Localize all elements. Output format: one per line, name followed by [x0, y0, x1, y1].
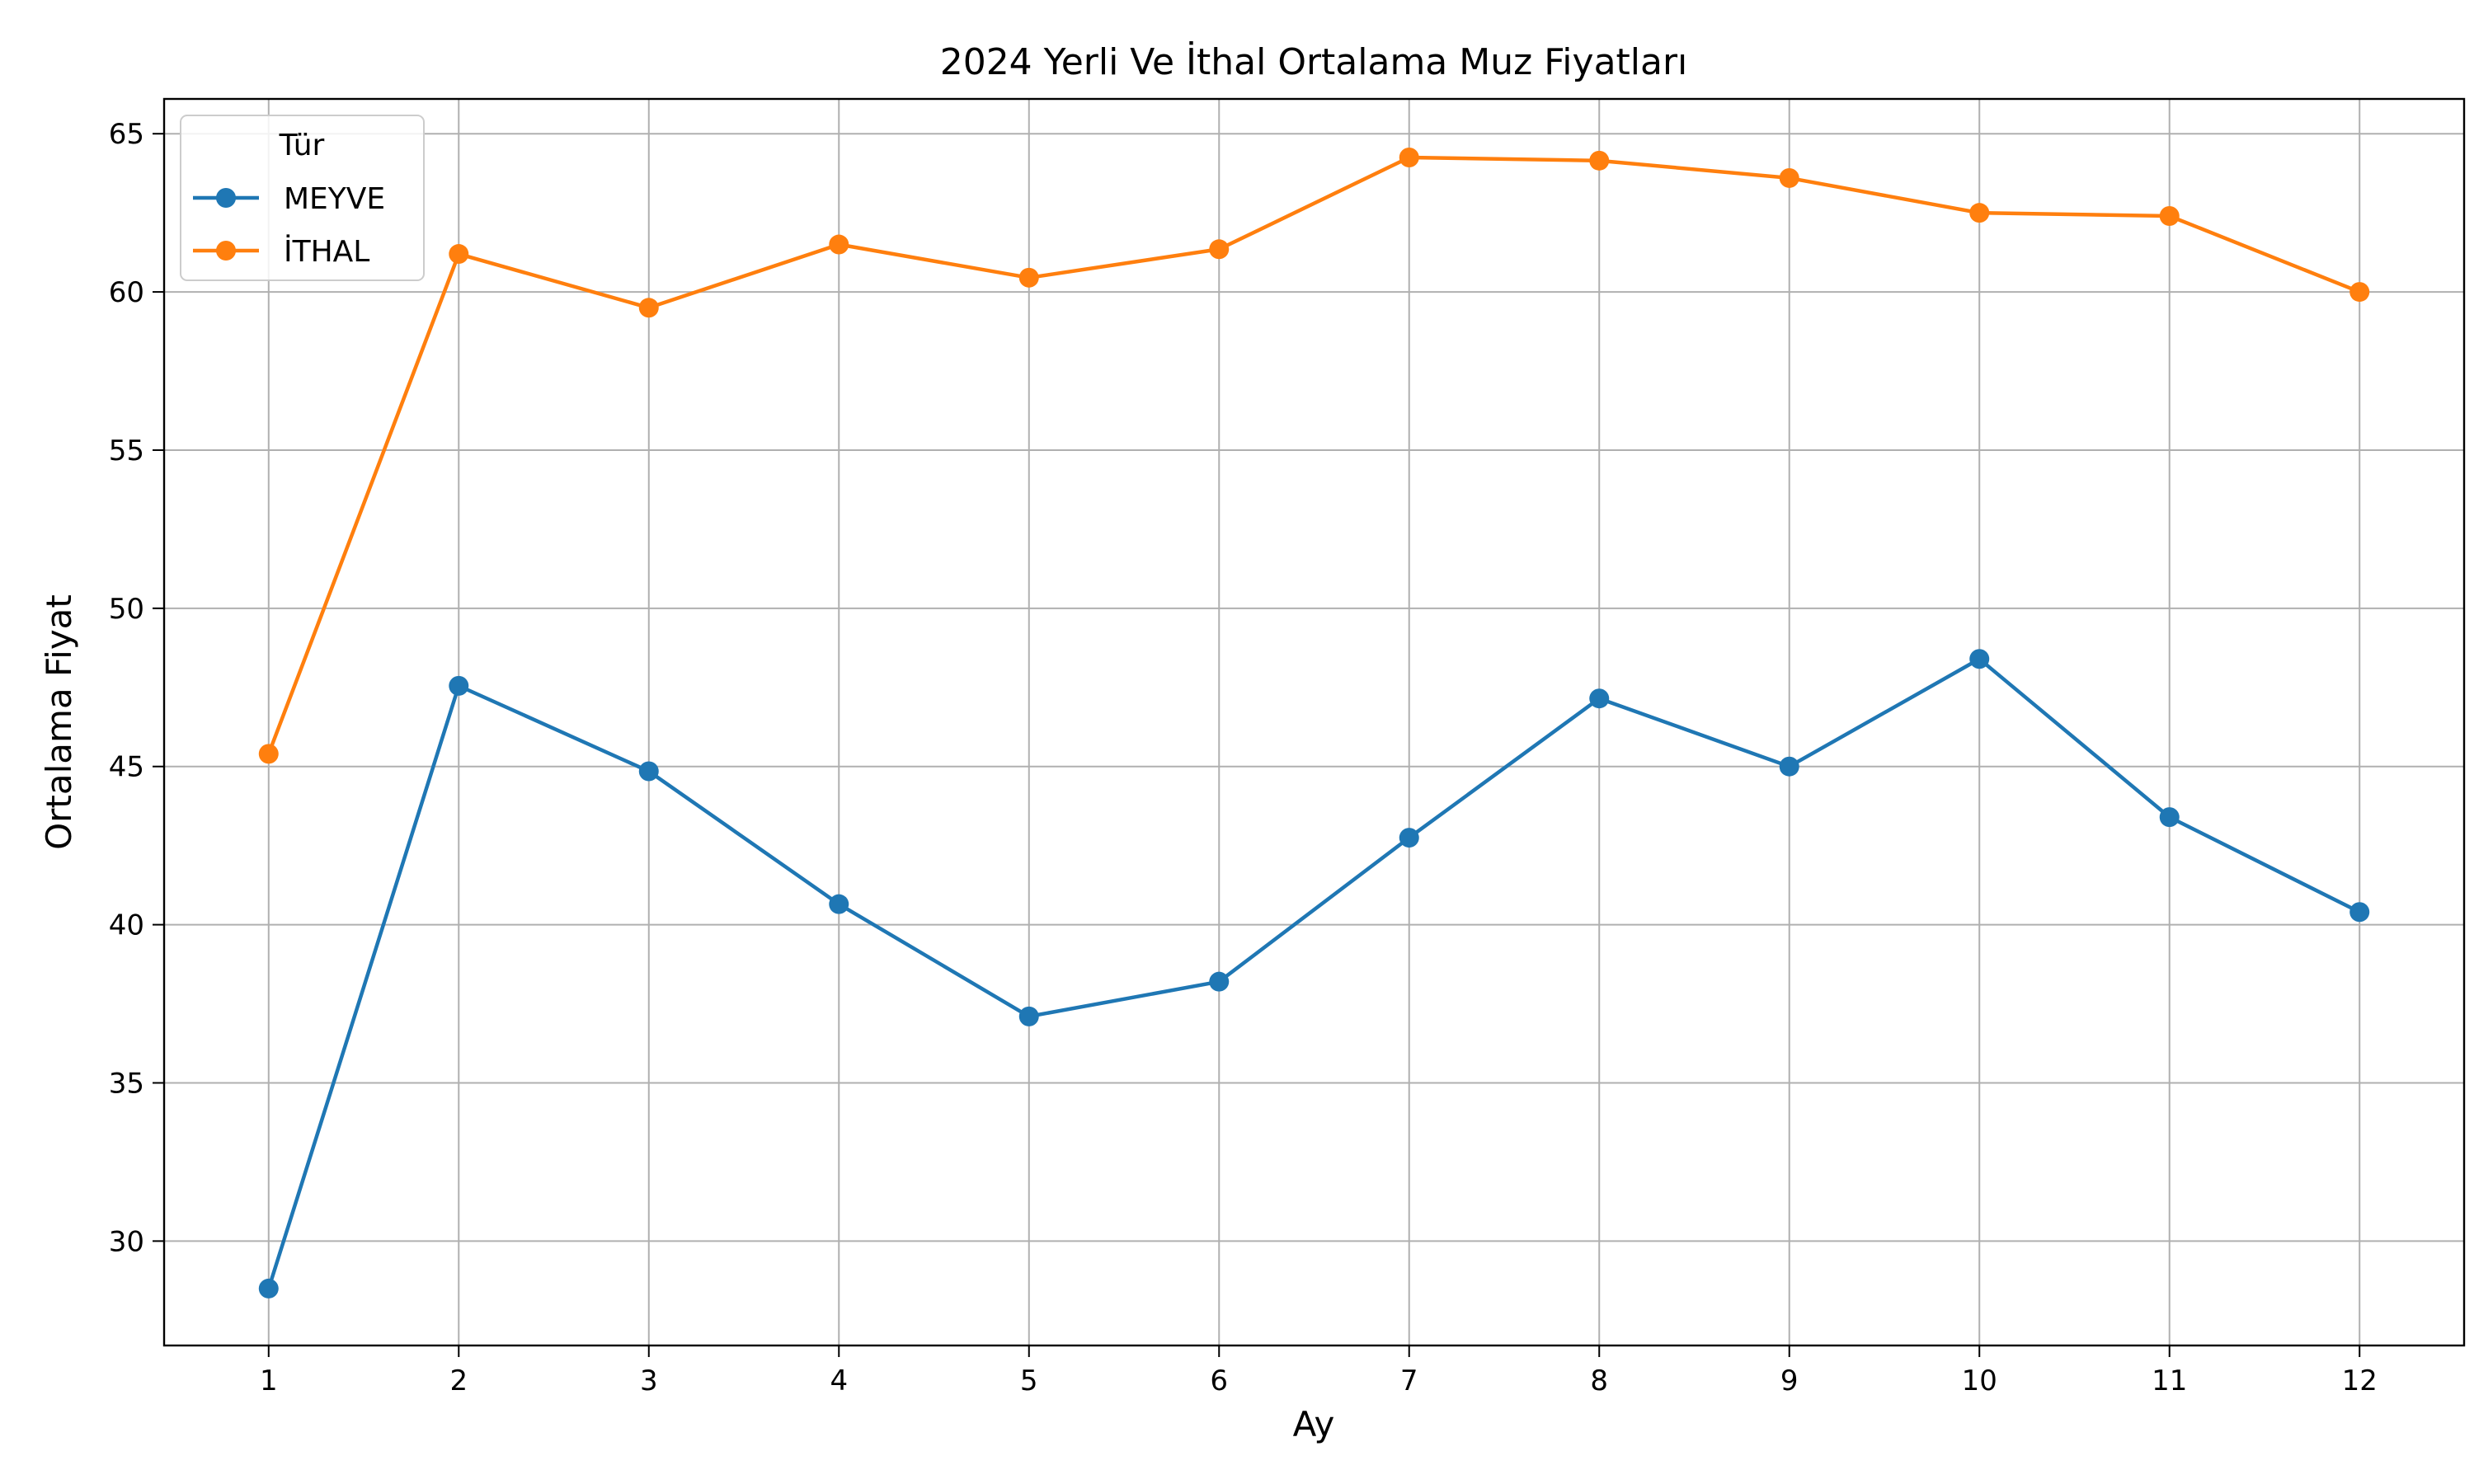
data-point — [1399, 828, 1419, 848]
data-point — [1399, 147, 1419, 167]
y-tick-label: 55 — [109, 434, 144, 467]
legend-marker — [216, 188, 236, 208]
data-point — [1589, 688, 1610, 709]
x-tick-label: 7 — [1400, 1364, 1418, 1397]
x-tick-label: 8 — [1590, 1364, 1608, 1397]
data-point — [258, 1278, 279, 1298]
legend-box — [180, 115, 425, 281]
chart-title: 2024 Yerli Ve İthal Ortalama Muz Fiyatla… — [940, 40, 1688, 83]
y-tick-label: 35 — [109, 1067, 144, 1100]
series-line — [266, 656, 2361, 1289]
data-point — [449, 675, 469, 696]
y-tick-label: 60 — [109, 276, 144, 309]
data-point — [1969, 649, 1990, 669]
series-line — [266, 155, 2361, 755]
data-point — [1589, 150, 1610, 171]
x-axis-label: Ay — [1293, 1404, 1335, 1444]
y-tick-label: 65 — [109, 118, 144, 151]
x-axis: 1 2 3 4 5 6 7 8 9 10 11 12 — [260, 1345, 2378, 1397]
data-point — [1018, 267, 1039, 288]
x-tick-label: 9 — [1780, 1364, 1799, 1397]
x-tick-label: 5 — [1020, 1364, 1038, 1397]
legend-label: İTHAL — [284, 234, 369, 269]
x-tick-label: 3 — [640, 1364, 658, 1397]
y-tick-label: 45 — [109, 751, 144, 784]
legend-label: MEYVE — [284, 182, 385, 216]
data-point — [2349, 282, 2370, 303]
data-point — [1209, 971, 1230, 992]
y-tick-label: 50 — [109, 593, 144, 626]
legend-marker — [216, 241, 236, 261]
data-point — [2159, 807, 2180, 828]
x-tick-label: 4 — [830, 1364, 848, 1397]
data-point — [449, 244, 469, 265]
x-tick-label: 2 — [449, 1364, 468, 1397]
series-layer — [258, 147, 2370, 1298]
legend: Tür MEYVE İTHAL — [180, 115, 425, 281]
y-axis-label: Ortalama Fiyat — [39, 594, 79, 850]
legend-title: Tür — [279, 129, 325, 162]
data-point — [1018, 1006, 1039, 1026]
data-point — [1779, 756, 1799, 777]
x-tick-label: 11 — [2152, 1364, 2187, 1397]
data-point — [1969, 203, 1990, 223]
data-point — [1209, 239, 1230, 260]
data-point — [258, 744, 279, 764]
data-point — [829, 234, 849, 255]
series-0 — [258, 649, 2370, 1298]
plot-frame — [162, 97, 2466, 1347]
x-tick-label: 10 — [1962, 1364, 1997, 1397]
data-point — [2349, 902, 2370, 923]
data-point — [638, 761, 659, 782]
y-tick-label: 40 — [109, 909, 144, 942]
series-1 — [258, 147, 2370, 764]
data-point — [829, 894, 849, 914]
data-point — [1779, 167, 1799, 188]
y-axis: 30 35 40 45 50 55 60 65 — [109, 118, 164, 1258]
x-tick-label: 6 — [1210, 1364, 1228, 1397]
data-point — [638, 298, 659, 318]
data-point — [2159, 205, 2180, 226]
y-tick-label: 30 — [109, 1225, 144, 1258]
x-tick-label: 1 — [260, 1364, 278, 1397]
x-tick-label: 12 — [2342, 1364, 2378, 1397]
